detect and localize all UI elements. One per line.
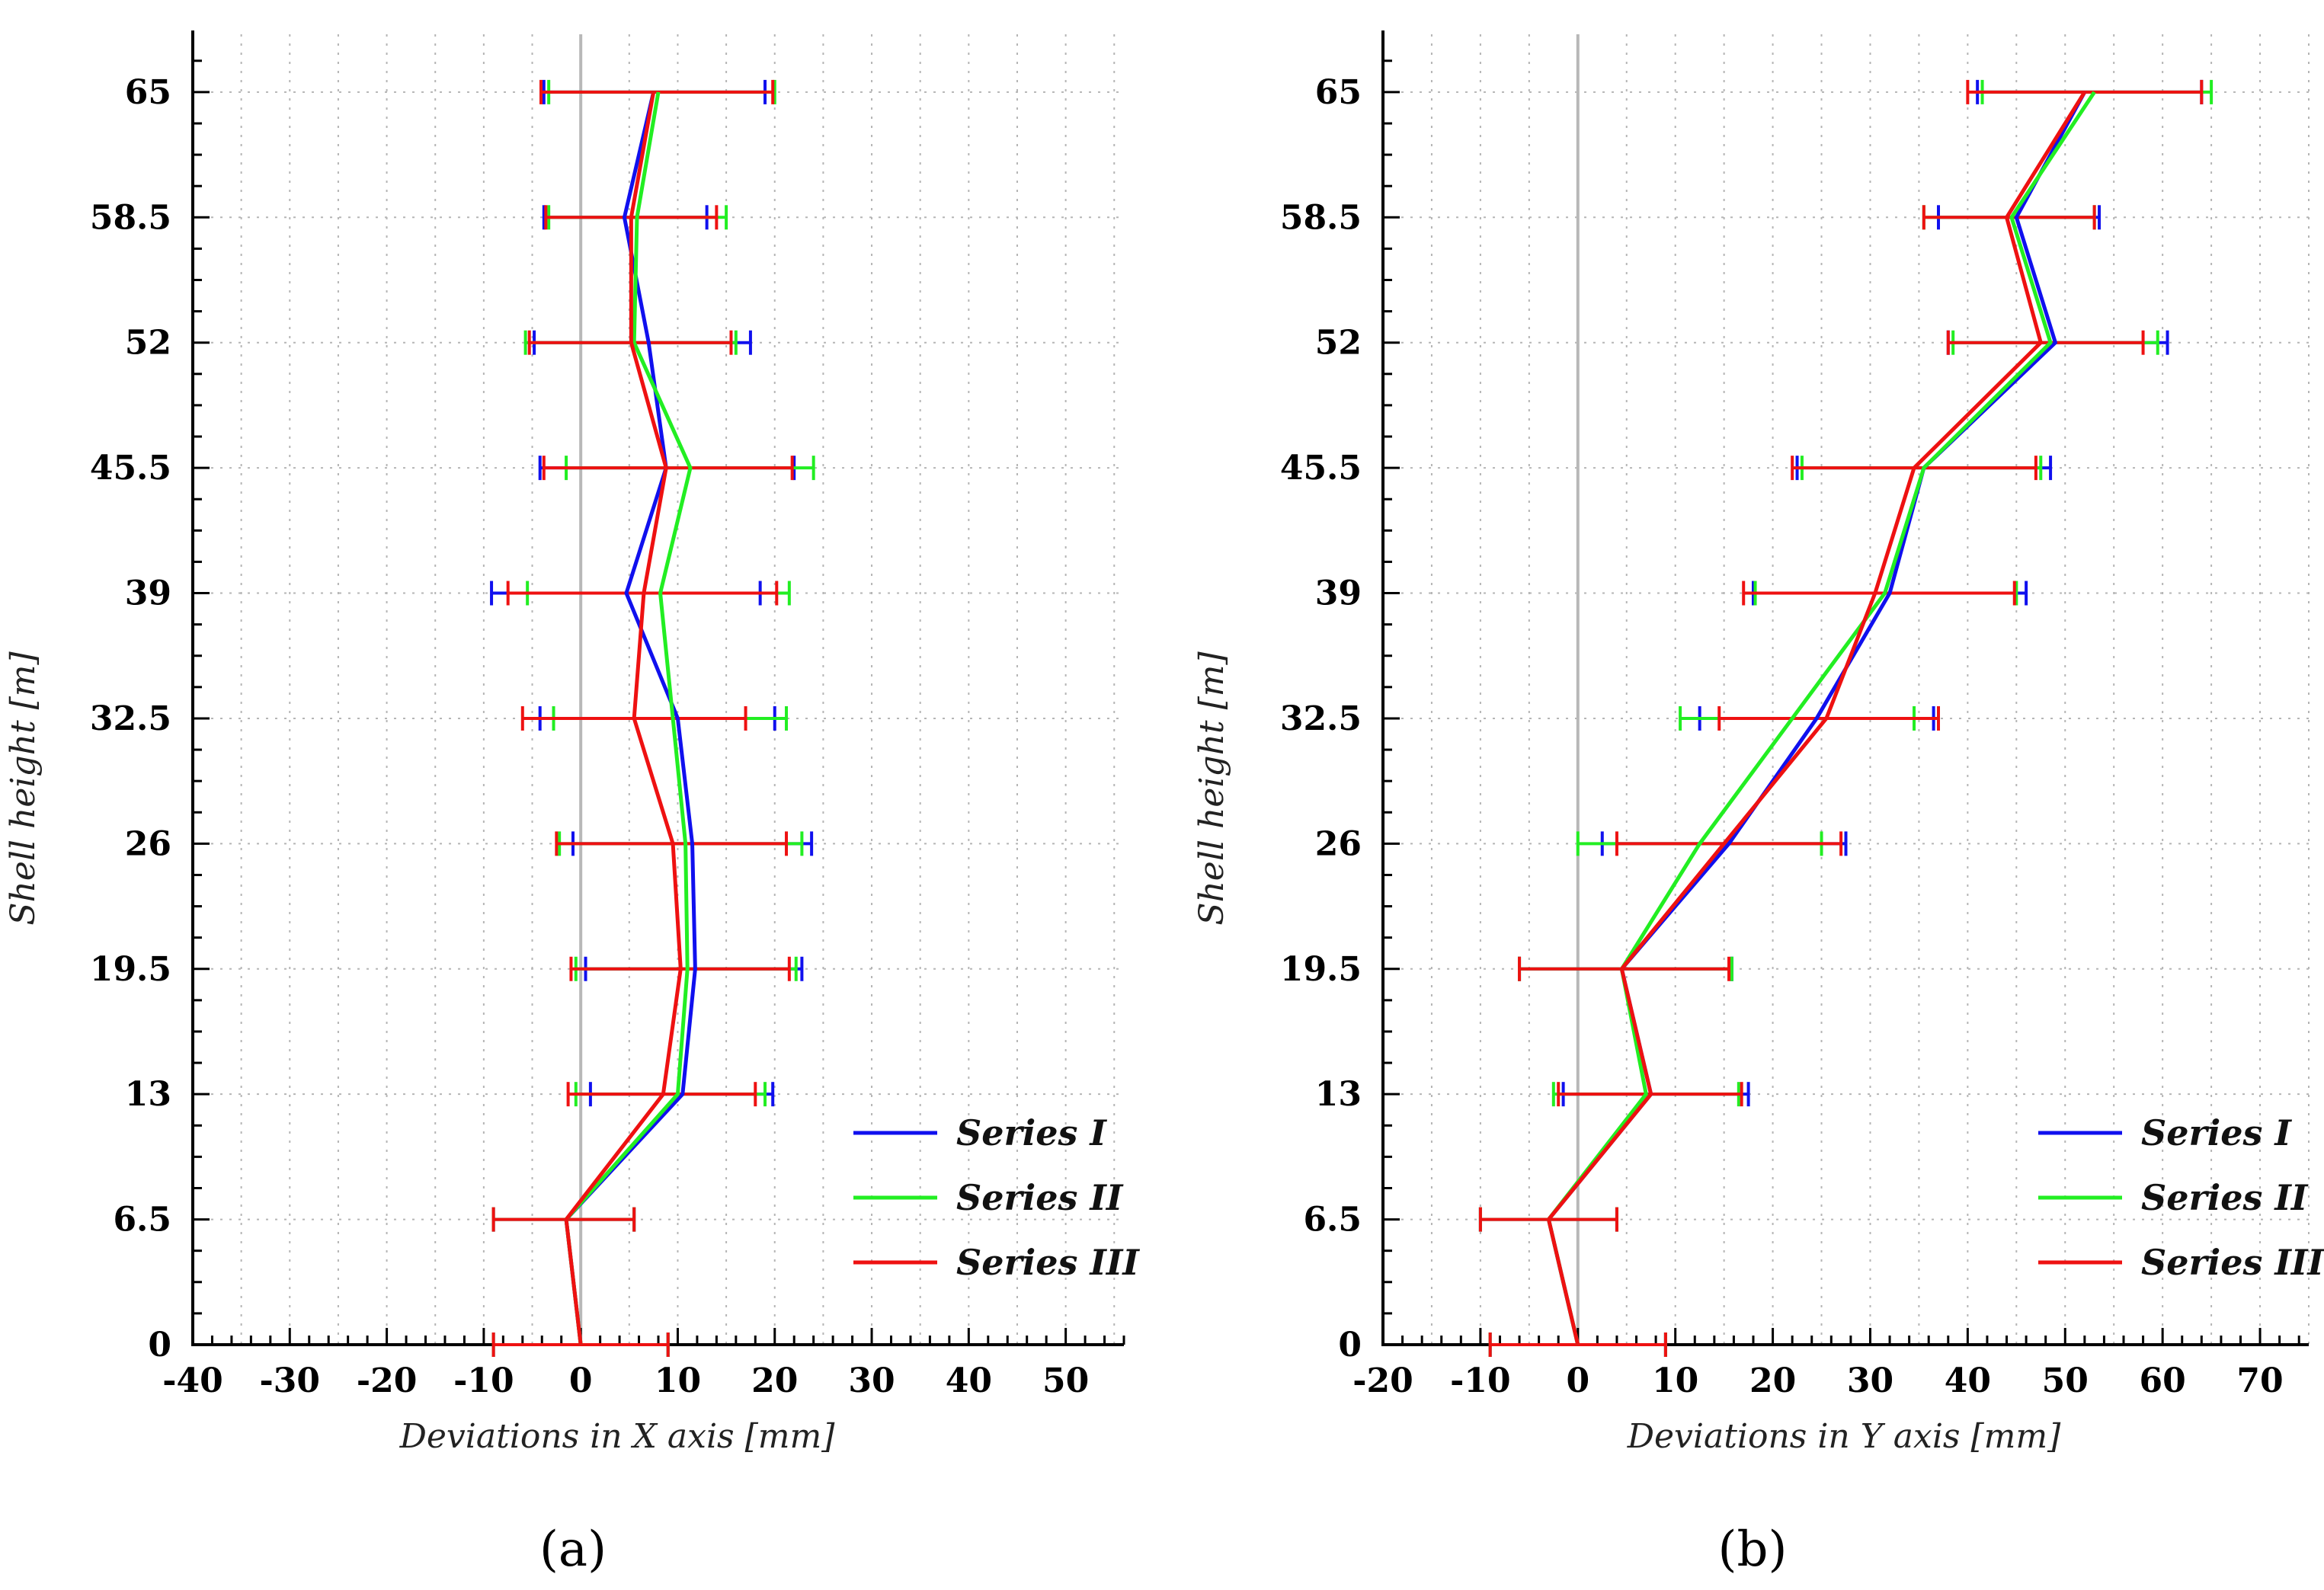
x-tick-label: 40 bbox=[1945, 1361, 1991, 1400]
series-line-3 bbox=[1546, 91, 2086, 1345]
x-tick-label: 60 bbox=[2140, 1361, 2186, 1400]
x-tick-label: 50 bbox=[2042, 1361, 2089, 1400]
x-tick-label: -20 bbox=[357, 1361, 418, 1400]
y-tick-label: 65 bbox=[1315, 73, 1362, 112]
y-tick-label: 13 bbox=[125, 1075, 171, 1114]
y-tick-label: 39 bbox=[125, 574, 171, 613]
legend-label: Series I bbox=[956, 1112, 1107, 1153]
chart-panel-b: 0 6.5 13 19.5 26 32.5 39 45.5 52 58.5 65 -20 -10 0 10 2… bbox=[1192, 30, 2324, 1578]
x-tick-label: -20 bbox=[1352, 1361, 1413, 1400]
x-tick-label: -40 bbox=[162, 1361, 223, 1400]
x-axis-title: Deviations in Y axis [mm] bbox=[1627, 1417, 2061, 1456]
x-tick-label: 30 bbox=[1847, 1361, 1893, 1400]
x-tick-label: 10 bbox=[655, 1361, 701, 1400]
x-tick-label: 0 bbox=[1566, 1361, 1589, 1400]
y-tick-label: 39 bbox=[1315, 574, 1362, 613]
legend-label: Series II bbox=[956, 1177, 1124, 1218]
x-tick-label: 20 bbox=[751, 1361, 798, 1400]
x-tick-label: -10 bbox=[453, 1361, 514, 1400]
x-tick-label: -10 bbox=[1450, 1361, 1511, 1400]
y-tick-label: 32.5 bbox=[1280, 699, 1362, 738]
series-line-1 bbox=[1546, 91, 2087, 1345]
y-tick-label: 6.5 bbox=[113, 1201, 171, 1240]
x-axis-title: Deviations in X axis [mm] bbox=[399, 1417, 836, 1456]
panel-label: (b) bbox=[1718, 1521, 1788, 1578]
y-tick-label: 6.5 bbox=[1303, 1201, 1362, 1240]
y-tick-label: 0 bbox=[1338, 1326, 1362, 1364]
y-tick-label: 19.5 bbox=[1280, 950, 1362, 989]
x-tick-label: 30 bbox=[848, 1361, 895, 1400]
x-tick-label: 10 bbox=[1652, 1361, 1698, 1400]
x-tick-label: 20 bbox=[1749, 1361, 1796, 1400]
y-tick-label: 26 bbox=[125, 824, 171, 863]
legend: Series I Series II Series III bbox=[853, 1112, 1140, 1283]
legend-label: Series III bbox=[2141, 1242, 2324, 1283]
y-tick-label: 19.5 bbox=[90, 950, 171, 989]
y-tick-label: 52 bbox=[125, 324, 171, 363]
panel-label: (a) bbox=[539, 1521, 607, 1578]
y-axis-title: Shell height [m] bbox=[1192, 651, 1231, 926]
series-line-3 bbox=[564, 91, 683, 1345]
x-tick-label: 40 bbox=[946, 1361, 992, 1400]
y-tick-label: 65 bbox=[125, 73, 171, 112]
legend: Series I Series II Series III bbox=[2038, 1112, 2324, 1283]
series-line-2 bbox=[564, 91, 693, 1345]
y-tick-label: 26 bbox=[1315, 824, 1362, 863]
chart-panel-a: 0 6.5 13 19.5 26 32.5 39 45.5 52 58.5 65 -40 -30 -20-… bbox=[4, 30, 1140, 1578]
y-tick-label: 45.5 bbox=[90, 449, 171, 488]
legend-label: Series II bbox=[2141, 1177, 2309, 1218]
x-tick-label: 50 bbox=[1042, 1361, 1089, 1400]
y-tick-label: 52 bbox=[1315, 324, 1362, 363]
series-line-2 bbox=[1546, 91, 2096, 1345]
y-tick-label: 58.5 bbox=[90, 198, 171, 237]
y-tick-label: 13 bbox=[1315, 1075, 1362, 1114]
y-tick-label: 58.5 bbox=[1280, 198, 1362, 237]
y-tick-label: 45.5 bbox=[1280, 449, 1362, 488]
x-tick-label: 70 bbox=[2236, 1361, 2283, 1400]
y-tick-label: 32.5 bbox=[90, 699, 171, 738]
y-tick-label: 0 bbox=[148, 1326, 171, 1364]
series-line-1 bbox=[564, 91, 697, 1345]
legend-label: Series I bbox=[2141, 1112, 2292, 1153]
y-axis-title: Shell height [m] bbox=[4, 651, 43, 926]
x-tick-label: -30 bbox=[260, 1361, 321, 1400]
legend-label: Series III bbox=[956, 1242, 1140, 1283]
x-tick-label: 0 bbox=[569, 1361, 593, 1400]
